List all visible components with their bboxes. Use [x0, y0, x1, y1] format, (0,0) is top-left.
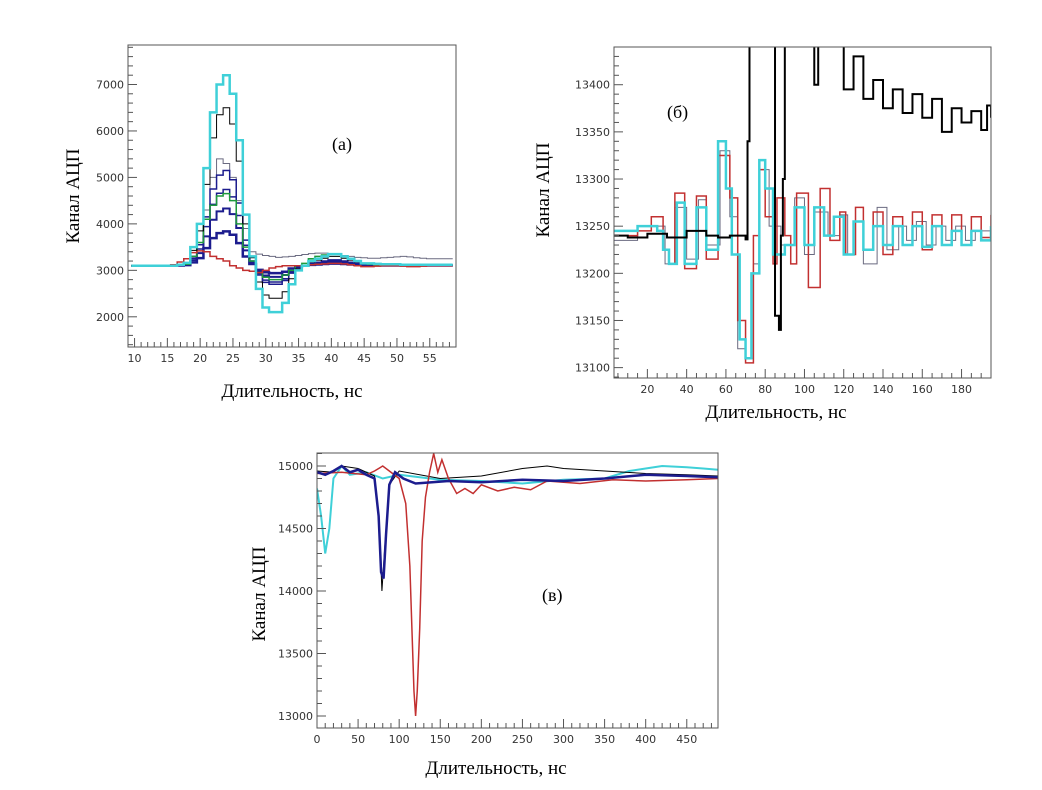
y-tick-label: 13000: [278, 710, 313, 723]
panel-c: 0 50 100 150 200 250 300 350 400 450 13000 13500 140…: [249, 452, 719, 779]
series-gray-high: [131, 158, 453, 267]
x-tick-label: 35: [292, 352, 306, 365]
series-red: [614, 154, 991, 364]
x-tick-label: 180: [951, 383, 972, 396]
x-tick-label: 100: [389, 733, 410, 746]
panel-label-c: (в): [542, 585, 563, 606]
x-tick-label: 50: [390, 352, 404, 365]
series-red: [131, 250, 453, 274]
plot-frame: [613, 46, 992, 379]
x-tick-label: 40: [324, 352, 338, 365]
x-axis-label-b: Длительность, нс: [705, 402, 846, 423]
series-navy-1: [131, 169, 453, 286]
y-tick-label: 14000: [278, 585, 313, 598]
y-tick-label: 13100: [575, 362, 610, 375]
x-tick-label: 140: [873, 383, 894, 396]
y-axis-label-c: Канал АЦП: [249, 546, 270, 641]
y-tick-label: 13200: [575, 267, 610, 280]
y-tick-label: 6000: [96, 125, 124, 138]
x-axis-label-a: Длительность, нс: [221, 381, 362, 402]
x-tick-label: 350: [594, 733, 615, 746]
x-tick-label: 15: [160, 352, 174, 365]
panel-a: 10 15 20 25 30 35 40 45 50 55 2000 3000 4000 5000 6000…: [63, 44, 457, 402]
y-tick-label: 2000: [96, 311, 124, 324]
y-tick-label: 13350: [575, 126, 610, 139]
panel-label-b: (б): [667, 102, 688, 123]
y-tick-label: 7000: [96, 78, 124, 91]
x-tick-label: 200: [471, 733, 492, 746]
y-tick-label: 15000: [278, 460, 313, 473]
series-gray: [614, 150, 991, 359]
x-tick-label: 300: [553, 733, 574, 746]
series-red: [317, 453, 718, 717]
y-tick-label: 13300: [575, 173, 610, 186]
y-tick-label: 3000: [96, 264, 124, 277]
y-tick-label: 14500: [278, 523, 313, 536]
x-tick-label: 160: [912, 383, 933, 396]
x-tick-label: 55: [423, 352, 437, 365]
series-cyan: [131, 73, 453, 314]
x-tick-label: 45: [357, 352, 371, 365]
series-navy: [317, 464, 718, 579]
y-tick-label: 13150: [575, 314, 610, 327]
x-tick-label: 40: [680, 383, 694, 396]
x-tick-label: 100: [794, 383, 815, 396]
x-tick-label: 10: [128, 352, 142, 365]
y-tick-label: 13400: [575, 79, 610, 92]
series-black: [614, 47, 991, 331]
y-tick-label: 13250: [575, 220, 610, 233]
panel-label-a: (а): [332, 134, 352, 155]
y-axis-label-a: Канал АЦП: [63, 148, 84, 243]
x-axis-label-c: Длительность, нс: [425, 758, 566, 779]
x-tick-label: 450: [676, 733, 697, 746]
x-tick-label: 20: [640, 383, 654, 396]
x-tick-label: 50: [351, 733, 365, 746]
x-tick-label: 30: [259, 352, 273, 365]
x-tick-label: 80: [758, 383, 772, 396]
y-tick-label: 13500: [278, 648, 313, 661]
plot-frame: [127, 44, 457, 348]
x-tick-label: 400: [635, 733, 656, 746]
x-tick-label: 25: [226, 352, 240, 365]
y-tick-label: 4000: [96, 218, 124, 231]
x-tick-label: 150: [430, 733, 451, 746]
y-tick-label: 5000: [96, 171, 124, 184]
x-tick-label: 20: [193, 352, 207, 365]
x-tick-label: 0: [314, 733, 321, 746]
series-black: [317, 465, 718, 592]
series-cyan: [614, 140, 991, 360]
panel-b: 20 40 60 80 100 120 140 160 180 13100 13150 13200 13…: [533, 46, 992, 423]
x-tick-label: 60: [719, 383, 733, 396]
x-tick-label: 120: [833, 383, 854, 396]
series-cyan: [317, 464, 718, 554]
x-tick-label: 250: [512, 733, 533, 746]
y-axis-label-b: Канал АЦП: [533, 142, 554, 237]
